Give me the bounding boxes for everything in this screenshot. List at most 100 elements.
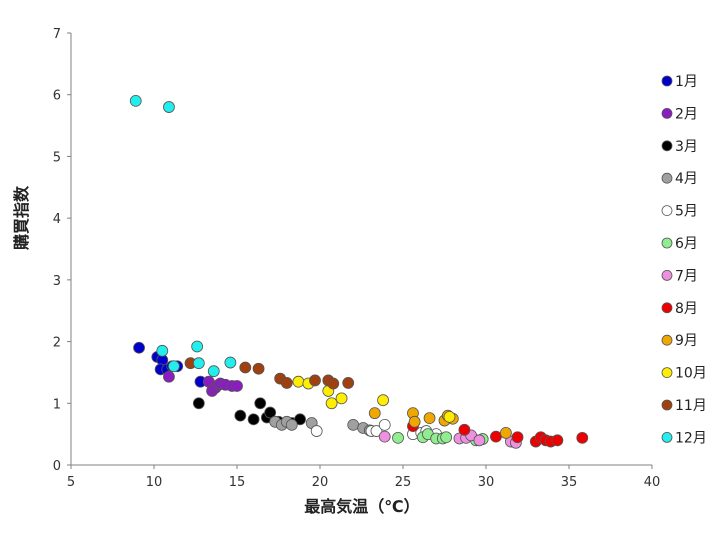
legend-item: 5月 xyxy=(661,204,698,220)
data-point xyxy=(551,434,564,447)
data-point xyxy=(192,357,205,370)
y-tick-label: 3 xyxy=(53,274,61,289)
data-point xyxy=(370,425,383,437)
legend-label: 10月 xyxy=(675,366,707,382)
data-point xyxy=(292,375,305,388)
data-point xyxy=(254,397,267,410)
data-point xyxy=(458,423,471,436)
legend-item: 10月 xyxy=(661,366,707,382)
legend-item: 6月 xyxy=(661,236,698,252)
data-point xyxy=(392,431,404,444)
axes xyxy=(70,33,652,466)
data-point xyxy=(133,341,145,354)
series-8 xyxy=(407,420,589,448)
y-tick-label: 1 xyxy=(53,397,61,412)
y-tick-label: 5 xyxy=(53,150,61,165)
data-point xyxy=(285,418,298,431)
data-point xyxy=(423,412,436,424)
legend-label: 12月 xyxy=(675,430,707,446)
legend-label: 11月 xyxy=(675,398,707,414)
legend-marker xyxy=(661,269,673,281)
data-point xyxy=(327,377,340,390)
data-point xyxy=(335,392,348,405)
legend-marker xyxy=(661,205,673,217)
data-point xyxy=(252,362,265,375)
data-point xyxy=(231,380,243,392)
y-axis-title: 購買指数 xyxy=(12,185,31,251)
y-tick-label: 7 xyxy=(53,27,61,42)
tick-labels: 0 1 2 3 4 5 6 7 5 10 15 20 25 30 35 40 xyxy=(53,27,661,490)
data-point xyxy=(207,365,220,378)
legend-label: 7月 xyxy=(675,268,698,284)
legend-label: 5月 xyxy=(675,204,698,220)
data-points xyxy=(129,94,589,449)
data-point xyxy=(368,407,381,420)
legend-label: 4月 xyxy=(675,171,698,187)
legend-item: 8月 xyxy=(661,301,698,317)
x-tick-label: 35 xyxy=(561,475,578,490)
y-tick-label: 0 xyxy=(53,459,61,474)
legend-marker xyxy=(661,140,673,152)
series-12 xyxy=(129,94,237,378)
legend-item: 2月 xyxy=(661,106,698,122)
legend-marker xyxy=(661,75,673,87)
legend: 1月 2月 3月 4月 5月 6月 7月 8月 9月 10月 11月 12月 xyxy=(661,74,707,446)
data-point xyxy=(168,360,180,373)
legend-label: 2月 xyxy=(675,106,698,122)
x-tick-label: 5 xyxy=(67,475,75,490)
data-point xyxy=(191,340,204,353)
legend-label: 8月 xyxy=(675,301,698,317)
series-2 xyxy=(163,370,243,397)
data-point xyxy=(576,431,589,444)
legend-item: 12月 xyxy=(661,430,707,446)
x-axis-title: 最高気温（℃） xyxy=(304,497,419,516)
y-tick-label: 2 xyxy=(53,336,61,351)
legend-label: 9月 xyxy=(675,333,698,349)
data-point xyxy=(294,413,306,426)
data-point xyxy=(347,418,360,431)
series-10 xyxy=(292,375,456,423)
legend-item: 1月 xyxy=(661,74,698,90)
data-point xyxy=(440,431,453,444)
series-11 xyxy=(184,357,355,390)
data-point xyxy=(342,377,355,389)
legend-marker xyxy=(661,367,673,379)
data-point xyxy=(500,427,512,439)
x-tick-label: 25 xyxy=(395,475,412,490)
legend-item: 11月 xyxy=(661,398,707,414)
data-point xyxy=(280,377,293,389)
data-point xyxy=(156,344,169,357)
data-point xyxy=(309,374,321,387)
series-4 xyxy=(269,415,376,437)
legend-marker xyxy=(661,172,673,184)
legend-marker xyxy=(661,108,673,119)
data-point xyxy=(247,413,260,426)
x-tick-label: 15 xyxy=(229,475,246,490)
data-point xyxy=(192,397,205,410)
data-point xyxy=(163,101,175,113)
data-point xyxy=(264,406,277,419)
legend-marker xyxy=(661,237,673,249)
legend-item: 4月 xyxy=(661,171,698,187)
x-tick-label: 10 xyxy=(146,475,163,490)
data-point xyxy=(234,409,247,422)
data-point xyxy=(239,361,252,374)
legend-marker xyxy=(661,302,673,314)
data-point xyxy=(408,415,421,428)
legend-item: 9月 xyxy=(661,333,698,349)
legend-marker xyxy=(661,431,673,443)
data-point xyxy=(511,431,524,444)
legend-label: 6月 xyxy=(675,236,698,252)
data-point xyxy=(377,394,389,407)
legend-label: 1月 xyxy=(675,74,698,90)
data-point xyxy=(325,397,338,410)
data-point xyxy=(224,356,237,369)
data-point xyxy=(490,430,502,443)
legend-item: 3月 xyxy=(661,139,698,155)
data-point xyxy=(310,425,323,437)
data-point xyxy=(163,370,175,383)
data-point xyxy=(129,94,142,107)
x-tick-label: 20 xyxy=(312,475,329,490)
